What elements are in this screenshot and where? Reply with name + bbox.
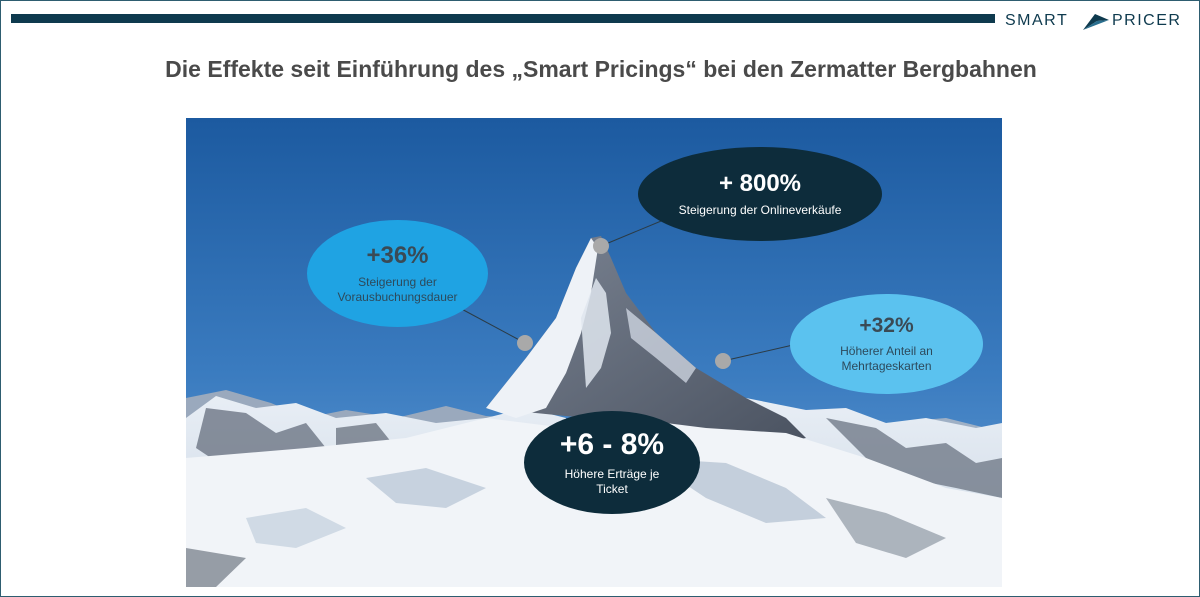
- callout-multiday-tickets-label-line2: Mehrtageskarten: [841, 358, 932, 373]
- slide-title: Die Effekte seit Einführung des „Smart P…: [165, 56, 1037, 82]
- callout-advance-booking-value: +36%: [366, 241, 429, 269]
- callout-multiday-tickets: +32% Höherer Anteil an Mehrtageskarten: [790, 294, 983, 394]
- callout-advance-booking: +36% Steigerung der Vorausbuchungsdauer: [307, 220, 488, 327]
- smart-pricer-logo: SMART PRICER: [1005, 9, 1191, 35]
- callout-online-sales-label: Steigerung der Onlineverkäufe: [678, 203, 842, 218]
- callout-advance-booking-label-line1: Steigerung der: [358, 275, 437, 290]
- callout-advance-booking-label-line2: Vorausbuchungsdauer: [337, 290, 458, 305]
- callout-online-sales-value: + 800%: [718, 169, 802, 197]
- callout-revenue-per-ticket: +6 - 8% Höhere Erträge je Ticket: [524, 411, 700, 514]
- callout-multiday-tickets-label-line1: Höherer Anteil an: [840, 343, 933, 358]
- header-bar: [11, 14, 995, 23]
- logo-swoosh-icon: [1083, 14, 1109, 30]
- logo-word-pricer: PRICER: [1112, 12, 1182, 29]
- callout-revenue-per-ticket-label-line2: Ticket: [596, 481, 628, 496]
- callout-revenue-per-ticket-label-line1: Höhere Erträge je: [564, 466, 660, 481]
- callout-revenue-per-ticket-value: +6 - 8%: [559, 428, 665, 462]
- callout-online-sales: + 800% Steigerung der Onlineverkäufe: [638, 147, 882, 241]
- callout-multiday-tickets-value: +32%: [859, 314, 914, 338]
- logo-word-smart: SMART: [1005, 12, 1069, 29]
